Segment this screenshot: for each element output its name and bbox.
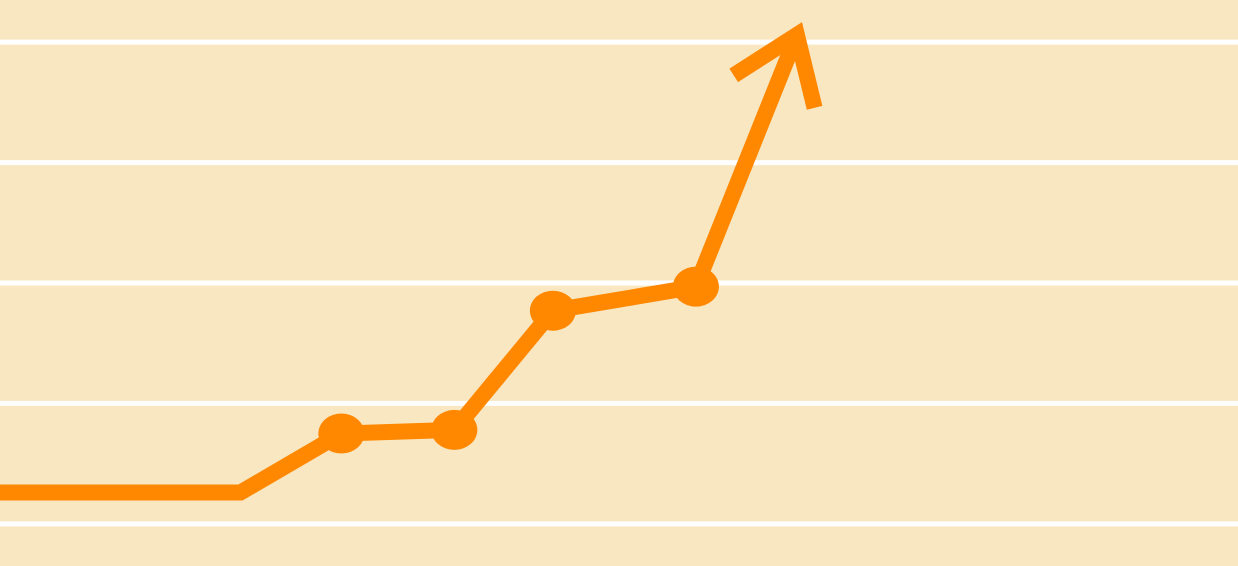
gridlines xyxy=(0,39,1238,527)
data-point-4 xyxy=(529,290,576,331)
arrow-head-icon xyxy=(729,22,823,110)
data-point-5 xyxy=(672,266,719,307)
series-line xyxy=(0,22,823,501)
data-point-3 xyxy=(431,409,478,450)
data-point-2 xyxy=(318,413,365,454)
